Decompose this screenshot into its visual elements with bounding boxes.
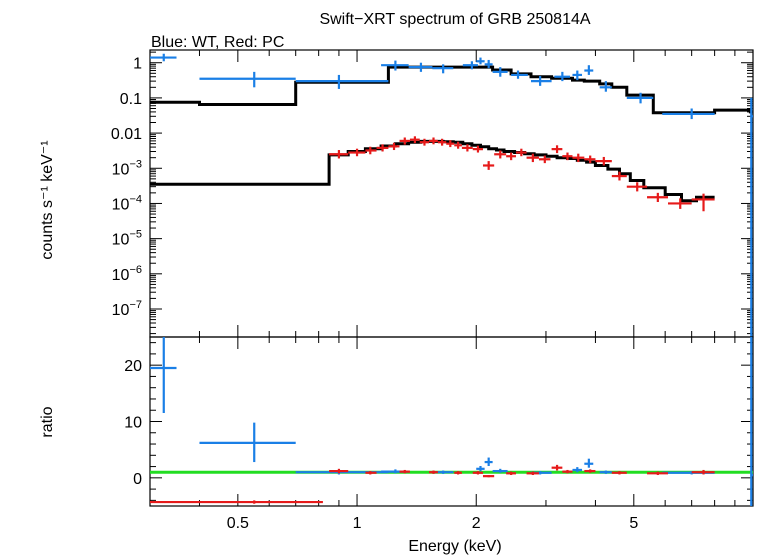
y-tick-label: 0: [133, 471, 142, 488]
x-tick-label: 5: [629, 515, 638, 532]
data-series-wt: [150, 53, 753, 337]
y-tick-label: 10−6: [112, 264, 142, 284]
y-tick-label: 0.1: [120, 91, 142, 108]
x-tick-label: 1: [353, 515, 362, 532]
y-axis-label-ratio: ratio: [39, 406, 56, 437]
panel-spectrum: 1 0.1 0.01 10−3 10−4 10−5 10−6 10−7: [111, 49, 754, 338]
x-tick-label: 0.5: [227, 515, 249, 532]
y-tick-label: 10−5: [112, 229, 142, 249]
plot-layer: 1 0.1 0.01 10−3 10−4 10−5 10−6 10−7 0 10 20 0.5 1 2 5: [111, 49, 754, 532]
y-tick-label: 0.01: [111, 126, 142, 143]
y-tick-label: 10−3: [112, 158, 142, 178]
y-tick-label: 10−7: [112, 299, 142, 319]
y-tick-label: 10: [124, 415, 142, 432]
y-tick-label: 20: [124, 358, 142, 375]
data-series-pc: [329, 136, 715, 212]
model-step-line: [150, 65, 753, 115]
x-tick-label: 2: [472, 515, 481, 532]
y-tick-label: 10−4: [112, 193, 142, 213]
data-series-pc: [150, 464, 715, 504]
chart-title: Swift−XRT spectrum of GRB 250814A: [319, 11, 590, 28]
panel-ratio: 0 10 20: [124, 336, 754, 507]
y-axis-label-spectrum: counts s⁻¹ keV⁻¹: [39, 140, 56, 259]
y-tick-label: 1: [133, 56, 142, 73]
panel-plot-area: [150, 337, 753, 506]
chart-subtitle: Blue: WT, Red: PC: [151, 34, 284, 51]
x-axis-label: Energy (keV): [408, 538, 501, 555]
panel-plot-area: [150, 53, 753, 337]
